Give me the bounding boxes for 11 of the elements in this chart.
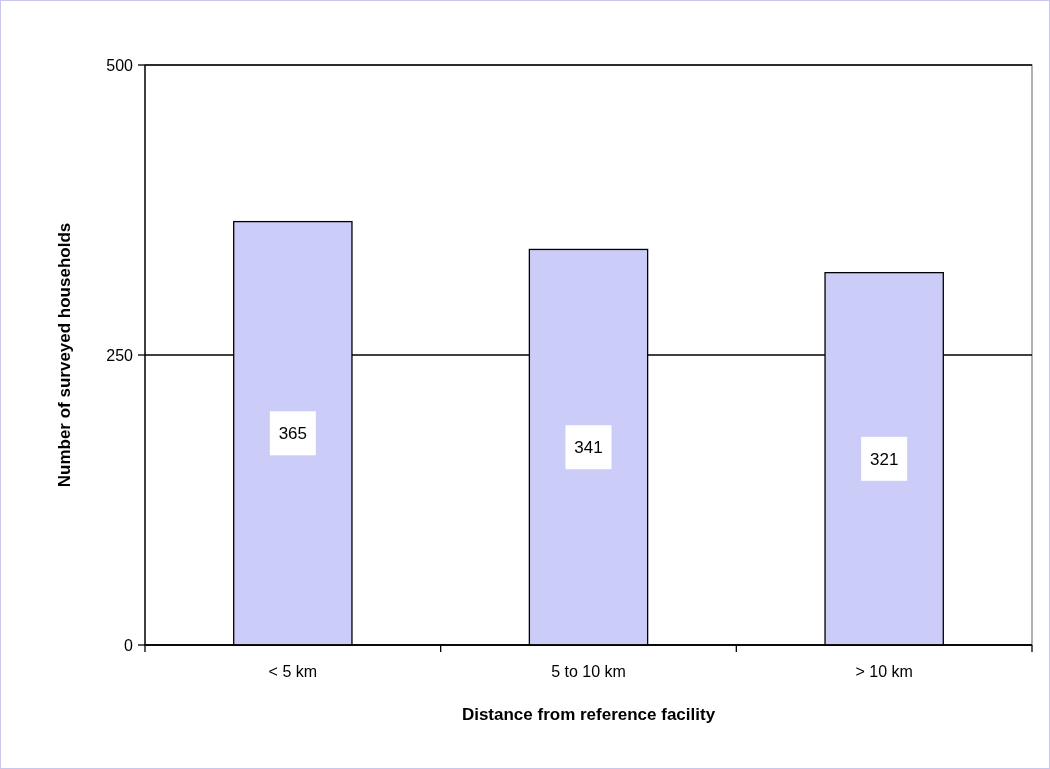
data-label: 365 <box>278 424 308 444</box>
x-tick-label: 5 to 10 km <box>551 663 626 680</box>
y-tick-label: 250 <box>106 346 134 364</box>
y-axis-title: Number of surveyed households <box>55 222 74 488</box>
y-tick-label: 0 <box>124 636 134 654</box>
y-tick-label: 500 <box>106 56 134 74</box>
x-tick-label: < 5 km <box>268 663 318 680</box>
data-label: 321 <box>869 449 899 469</box>
x-tick-label: > 10 km <box>855 663 913 680</box>
data-label: 341 <box>574 438 603 458</box>
x-axis-title: Distance from reference facility <box>461 705 716 724</box>
